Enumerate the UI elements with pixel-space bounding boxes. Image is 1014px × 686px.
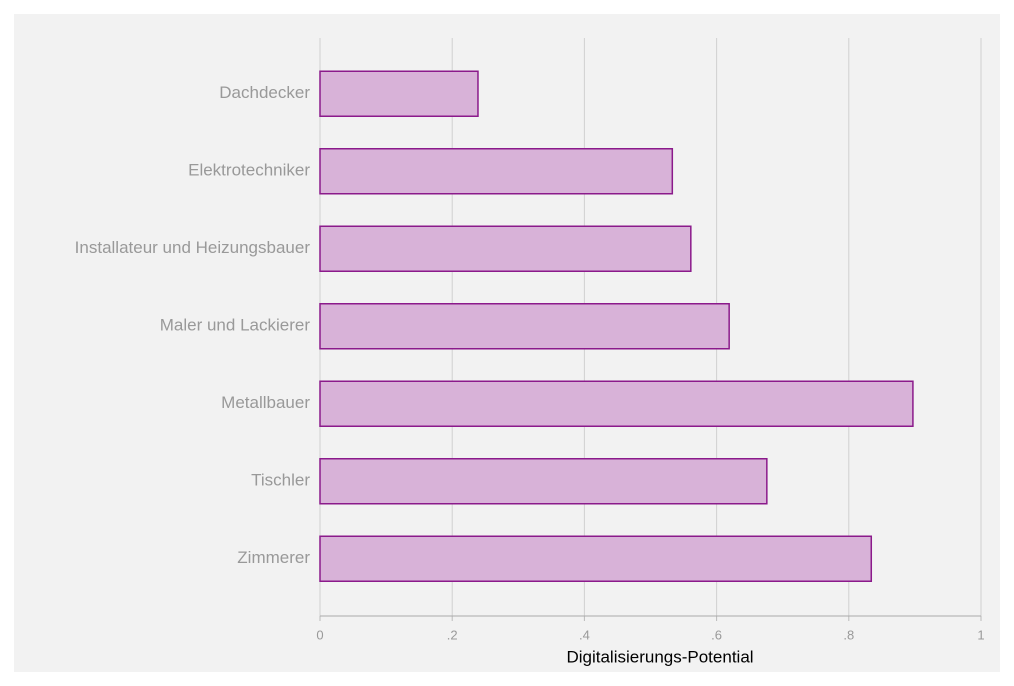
bar — [319, 225, 692, 272]
x-tick-label: .2 — [447, 627, 458, 642]
x-tick-label: 1 — [977, 627, 984, 642]
y-tick-label: Zimmerer — [237, 548, 310, 567]
y-tick-label: Tischler — [251, 471, 310, 490]
y-tick-label: Maler und Lackierer — [160, 316, 311, 335]
x-tick-label: .6 — [711, 627, 722, 642]
x-tick-label: .8 — [843, 627, 854, 642]
y-tick-label: Metallbauer — [221, 393, 310, 412]
x-tick-label: .4 — [579, 627, 590, 642]
y-tick-label: Installateur und Heizungsbauer — [75, 238, 311, 257]
bar — [319, 70, 479, 117]
y-tick-label: Elektrotechniker — [188, 161, 310, 180]
y-tick-label: Dachdecker — [219, 83, 310, 102]
bar — [319, 148, 674, 195]
x-tick-label: 0 — [316, 627, 323, 642]
bar — [319, 303, 730, 350]
bar — [319, 458, 768, 505]
bar — [319, 535, 873, 582]
bar — [319, 380, 914, 427]
x-axis-label: Digitalisierungs-Potential — [566, 647, 753, 666]
